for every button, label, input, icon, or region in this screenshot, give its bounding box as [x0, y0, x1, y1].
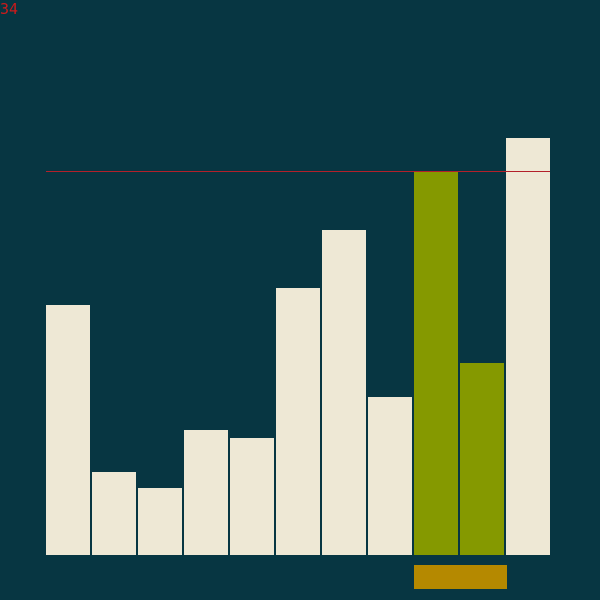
bar-7 [322, 230, 366, 555]
step-counter: 34 [0, 0, 19, 18]
bar-10 [460, 363, 504, 555]
selection-marker [414, 565, 507, 589]
bar-5 [230, 438, 274, 555]
bar-2 [92, 472, 136, 555]
bar-1 [46, 305, 90, 555]
bar-6 [276, 288, 320, 555]
bar-9 [414, 171, 458, 555]
bar-8 [368, 397, 412, 555]
threshold-line [46, 171, 550, 172]
bar-11 [506, 138, 550, 555]
bar-3 [138, 488, 182, 555]
bar-4 [184, 430, 228, 555]
